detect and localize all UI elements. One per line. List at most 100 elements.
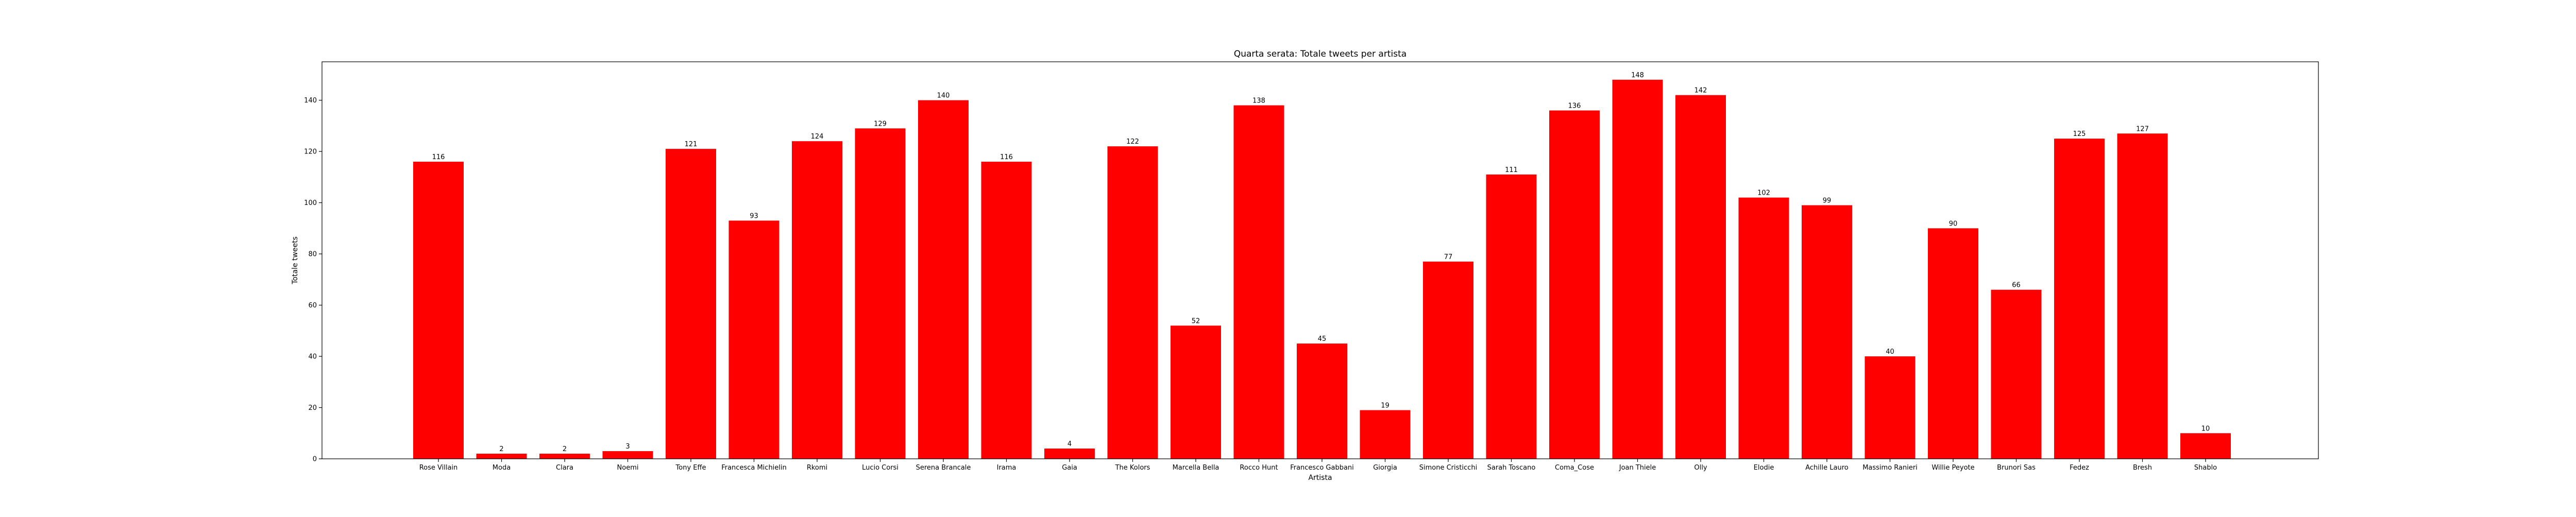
- data-label: 121: [685, 141, 698, 148]
- data-label: 52: [1192, 317, 1200, 325]
- y-tick-label: 140: [304, 97, 317, 105]
- bar: [1738, 197, 1789, 459]
- bar: [2117, 133, 2168, 459]
- x-tick-label: The Kolors: [1115, 464, 1150, 472]
- bar: [1991, 289, 2042, 459]
- bar: [918, 100, 969, 459]
- data-label: 99: [1823, 197, 1832, 205]
- bar: [1107, 146, 1158, 459]
- bar: [1486, 174, 1537, 459]
- bar: [981, 161, 1032, 459]
- data-label: 125: [2073, 130, 2086, 138]
- bar: [1675, 95, 1726, 459]
- data-label: 138: [1252, 97, 1265, 105]
- bar: [1802, 205, 1852, 459]
- x-tick-label: Irama: [997, 464, 1016, 472]
- y-axis-title: Totale tweets: [291, 236, 299, 285]
- x-tick-label: Francesca Michielin: [721, 464, 787, 472]
- bar: [413, 161, 464, 459]
- x-tick-label: Lucio Corsi: [862, 464, 899, 472]
- chart-title: Quarta serata: Totale tweets per artista: [1234, 49, 1406, 59]
- bar: [855, 128, 906, 459]
- x-tick-label: Tony Effe: [675, 464, 706, 472]
- data-label: 124: [811, 133, 824, 141]
- y-tick-label: 100: [304, 199, 317, 207]
- bar: [1360, 410, 1411, 459]
- x-tick-label: Massimo Ranieri: [1862, 464, 1918, 472]
- data-label: 77: [1444, 253, 1453, 261]
- x-tick-label: Bresh: [2133, 464, 2152, 472]
- x-tick-label: Giorgia: [1373, 464, 1397, 472]
- data-label: 140: [937, 92, 950, 100]
- y-tick-label: 120: [304, 148, 317, 156]
- data-label: 93: [750, 212, 758, 220]
- x-tick-label: Coma_Cose: [1555, 464, 1594, 472]
- data-label: 3: [625, 443, 630, 451]
- x-tick-label: Fedez: [2070, 464, 2089, 472]
- x-tick-label: Marcella Bella: [1173, 464, 1219, 472]
- data-labels-layer: 116 2 2 3 121 93 124 129 140 116 4 122 52 138 45 19 77 11…: [432, 72, 2210, 453]
- y-tick-label: 20: [308, 404, 317, 412]
- x-tick-label: Olly: [1694, 464, 1707, 472]
- bar: [792, 141, 842, 459]
- x-tick-label: Simone Cristicchi: [1419, 464, 1478, 472]
- bar: [1423, 261, 1473, 459]
- x-tick-label: Moda: [493, 464, 511, 472]
- data-label: 122: [1126, 138, 1139, 146]
- bar: [666, 149, 716, 459]
- data-label: 4: [1067, 440, 1072, 448]
- bar: [1044, 449, 1095, 459]
- y-tick-label: 60: [308, 302, 317, 309]
- bar: [1171, 325, 1221, 459]
- x-tick-label: Rocco Hunt: [1240, 464, 1278, 472]
- data-label: 129: [874, 120, 887, 128]
- x-tick-label: Joan Thiele: [1619, 464, 1656, 472]
- data-label: 2: [499, 445, 503, 453]
- bars-layer: [413, 79, 2231, 459]
- axes-layer: Rose Villain Moda Clara Noemi Tony Effe Franc…: [304, 61, 2319, 472]
- x-tick-label: Serena Brancale: [916, 464, 971, 472]
- bar: [1865, 356, 1916, 459]
- data-label: 19: [1381, 402, 1389, 409]
- x-tick-label: Sarah Toscano: [1487, 464, 1536, 472]
- x-tick-label: Brunori Sas: [1997, 464, 2036, 472]
- data-label: 66: [2012, 282, 2021, 289]
- bar: [476, 454, 527, 459]
- bar: [2180, 433, 2231, 459]
- bar: [1549, 110, 1600, 459]
- x-tick-label: Rkomi: [807, 464, 827, 472]
- bar: [602, 451, 653, 459]
- bar: [1233, 105, 1284, 459]
- x-tick-label: Shablo: [2194, 464, 2217, 472]
- x-tick-label: Willie Peyote: [1931, 464, 1974, 472]
- x-tick-label: Gaia: [1062, 464, 1077, 472]
- bar: [1612, 79, 1663, 459]
- y-tick-label: 40: [308, 353, 317, 361]
- data-label: 127: [2136, 125, 2149, 133]
- bar: [1928, 228, 1978, 459]
- bar: [539, 454, 590, 459]
- data-label: 45: [1318, 335, 1327, 343]
- data-label: 102: [1757, 189, 1770, 197]
- x-tick-label: Clara: [556, 464, 573, 472]
- x-tick-label: Noemi: [617, 464, 639, 472]
- data-label: 111: [1505, 166, 1518, 174]
- data-label: 40: [1886, 348, 1894, 356]
- plot-frame: [321, 61, 2319, 459]
- data-label: 142: [1694, 87, 1707, 95]
- data-label: 2: [563, 445, 567, 453]
- y-tick-label: 80: [308, 251, 317, 258]
- data-label: 10: [2201, 425, 2210, 433]
- data-label: 116: [1000, 153, 1013, 161]
- bar: [728, 220, 779, 459]
- data-label: 136: [1568, 102, 1581, 110]
- x-tick-label: Achille Lauro: [1805, 464, 1849, 472]
- bar: [1297, 343, 1347, 459]
- data-label: 116: [432, 153, 445, 161]
- bar: [2054, 139, 2105, 459]
- x-axis-title: Artista: [1308, 474, 1332, 482]
- x-tick-label: Francesco Gabbani: [1290, 464, 1354, 472]
- x-tick-label: Elodie: [1754, 464, 1774, 472]
